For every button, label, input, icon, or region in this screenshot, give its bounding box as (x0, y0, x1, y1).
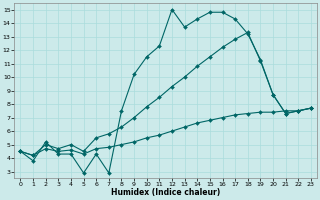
X-axis label: Humidex (Indice chaleur): Humidex (Indice chaleur) (111, 188, 220, 197)
